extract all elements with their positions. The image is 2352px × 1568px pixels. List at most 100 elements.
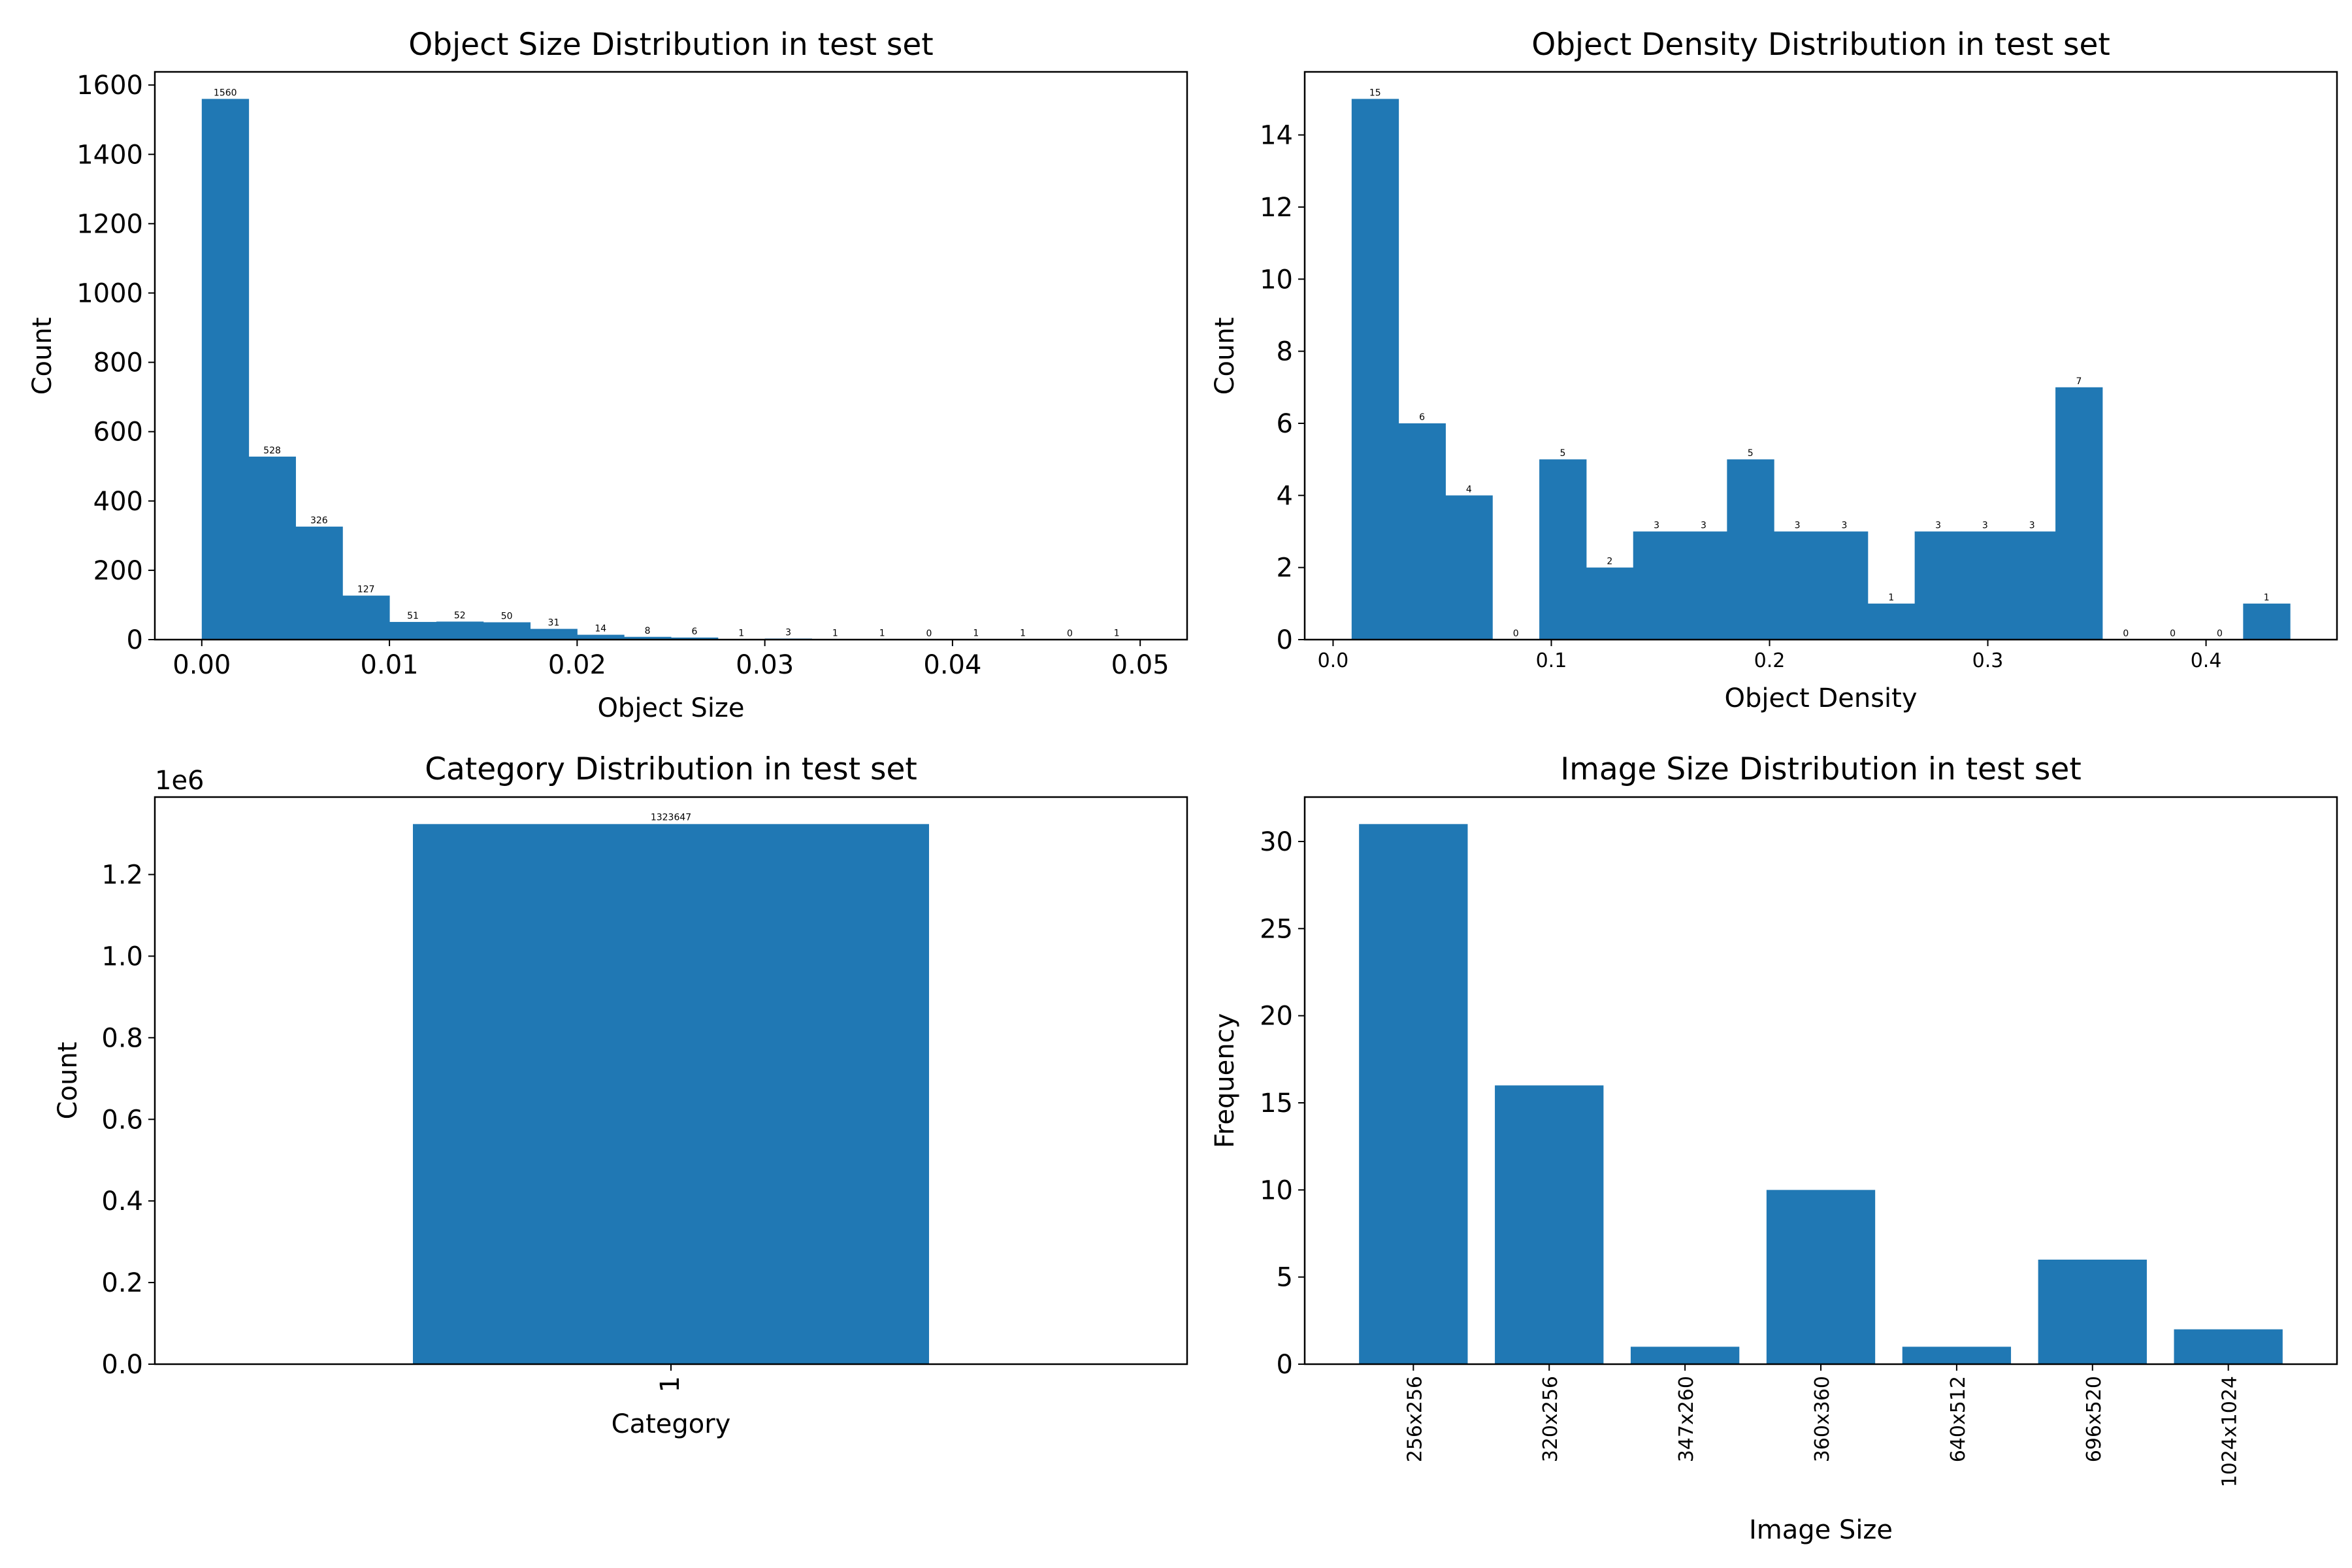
- bar-labels: 1323647: [651, 812, 691, 823]
- x-axis-label: Category: [612, 1409, 731, 1439]
- bar-value-label: 6: [1419, 412, 1425, 423]
- y-tick-label: 0.8: [101, 1023, 143, 1053]
- histogram-bar: [436, 621, 484, 640]
- y-tick-label: 30: [1260, 827, 1293, 857]
- bar-value-label: 7: [2076, 376, 2082, 387]
- histogram-bar: [1727, 459, 1774, 640]
- histogram-bar: [671, 637, 719, 640]
- bar-value-label: 50: [501, 611, 513, 621]
- bar-value-label: 2: [1607, 557, 1612, 567]
- y-tick-label: 0.4: [101, 1186, 143, 1217]
- bar-value-label: 0: [926, 629, 932, 639]
- bar-value-label: 8: [645, 626, 651, 636]
- bar-value-label: 14: [595, 624, 606, 634]
- y-tick-label: 14: [1260, 121, 1293, 151]
- y-axis-label: Count: [27, 318, 57, 395]
- y-tick-label: 0.6: [101, 1105, 143, 1135]
- bar-value-label: 3: [1701, 520, 1707, 531]
- axes-frame: [1303, 796, 2338, 1365]
- x-tick-label: 347x260: [1675, 1376, 1698, 1462]
- y-tick-label: 8: [1277, 337, 1293, 367]
- chart-image-size: Image Size Distribution in test set 256x…: [1210, 751, 2338, 1545]
- x-tick-label: 0.01: [361, 650, 419, 680]
- y-tick-label: 25: [1260, 914, 1293, 944]
- bar-value-label: 31: [548, 618, 560, 629]
- y-tick-label: 0: [127, 625, 143, 655]
- bar-value-label: 52: [454, 610, 466, 621]
- y-tick-label: 0: [1277, 625, 1293, 655]
- x-ticks: 0.0 0.1 0.2 0.3 0.4: [1318, 640, 2221, 672]
- y-tick-label: 12: [1260, 193, 1293, 223]
- y-tick-label: 1000: [76, 278, 143, 308]
- y-tick-label: 1.0: [101, 941, 143, 972]
- bar-value-label: 1: [738, 628, 744, 638]
- bar-value-label: 0: [2170, 629, 2176, 639]
- y-tick-label: 10: [1260, 265, 1293, 295]
- histogram-bar: [2243, 603, 2291, 640]
- x-tick-label: 696x520: [2083, 1376, 2106, 1462]
- bar-value-label: 1: [973, 628, 979, 638]
- bar-value-label: 3: [785, 627, 791, 638]
- x-ticks: 256x256 320x256 347x260 360x360 640x512 696x5…: [1403, 1364, 2242, 1487]
- histogram-bar: [342, 595, 390, 640]
- x-tick-label: 1: [655, 1376, 685, 1392]
- x-tick-label: 0.1: [1536, 649, 1567, 672]
- bars: [413, 824, 929, 1364]
- bar: [1359, 824, 1468, 1364]
- x-tick-label: 1024x1024: [2219, 1376, 2242, 1487]
- histogram-bar: [624, 636, 672, 640]
- y-tick-label: 0.0: [101, 1350, 143, 1380]
- y-tick-label: 2: [1277, 553, 1293, 583]
- histogram-bar: [1914, 531, 1962, 640]
- histogram-bar: [1539, 459, 1587, 640]
- y-axis-label: Frequency: [1210, 1013, 1240, 1149]
- axes-frame: [154, 71, 1188, 641]
- x-tick-label: 0.00: [172, 650, 231, 680]
- x-axis-label: Object Size: [597, 693, 744, 723]
- axes-frame: [154, 796, 1188, 1365]
- x-ticks: 1: [655, 1364, 685, 1392]
- x-tick-label: 0.04: [923, 650, 981, 680]
- bar: [1495, 1085, 1604, 1364]
- bar-value-label: 0: [2217, 629, 2223, 639]
- bar: [413, 824, 929, 1364]
- chart-category: Category Distribution in test set 1e6 13…: [53, 751, 1188, 1439]
- y-tick-label: 1400: [76, 140, 143, 170]
- bar: [2174, 1329, 2283, 1364]
- bar-value-label: 1: [879, 628, 885, 638]
- bar-value-label: 0: [2123, 629, 2129, 639]
- bar: [2038, 1260, 2147, 1364]
- bar: [1630, 1347, 1740, 1364]
- y-tick-label: 800: [93, 348, 143, 378]
- histogram-bar: [1680, 531, 1727, 640]
- chart-title: Image Size Distribution in test set: [1560, 751, 2082, 787]
- x-ticks: 0.00 0.01 0.02 0.03 0.04 0.05: [172, 640, 1169, 680]
- bar-value-label: 1: [1114, 628, 1120, 638]
- x-axis-label: Image Size: [1749, 1515, 1893, 1545]
- histogram-bar: [1398, 423, 1446, 640]
- x-tick-label: 320x256: [1539, 1376, 1562, 1462]
- bar: [1902, 1347, 2012, 1364]
- y-tick-label: 0.2: [101, 1268, 143, 1298]
- bar-value-label: 1: [2264, 593, 2270, 603]
- y-tick-label: 20: [1260, 1002, 1293, 1032]
- x-tick-label: 0.2: [1754, 649, 1786, 672]
- y-axis-label: Count: [1210, 318, 1240, 395]
- histogram-bar: [1586, 567, 1634, 640]
- chart-object-density: Object Density Distribution in test set …: [1210, 27, 2338, 713]
- chart-object-size: Object Size Distribution in test set 156…: [27, 27, 1188, 723]
- histogram-bar: [2008, 531, 2056, 640]
- y-tick-label: 4: [1277, 481, 1293, 511]
- bar-value-label: 3: [1654, 520, 1659, 531]
- y-ticks: 0.0 0.2 0.4 0.6 0.8 1.0 1.2: [101, 860, 155, 1380]
- bar-value-label: 3: [2029, 520, 2035, 531]
- bar-value-label: 326: [310, 515, 328, 526]
- x-tick-label: 256x256: [1403, 1376, 1426, 1462]
- histogram-bar: [389, 621, 437, 640]
- x-axis-label: Object Density: [1724, 683, 1917, 713]
- bar-value-label: 127: [357, 585, 375, 595]
- bar-value-label: 5: [1748, 448, 1754, 459]
- bar-value-label: 15: [1369, 88, 1381, 98]
- bar-value-label: 3: [1795, 520, 1801, 531]
